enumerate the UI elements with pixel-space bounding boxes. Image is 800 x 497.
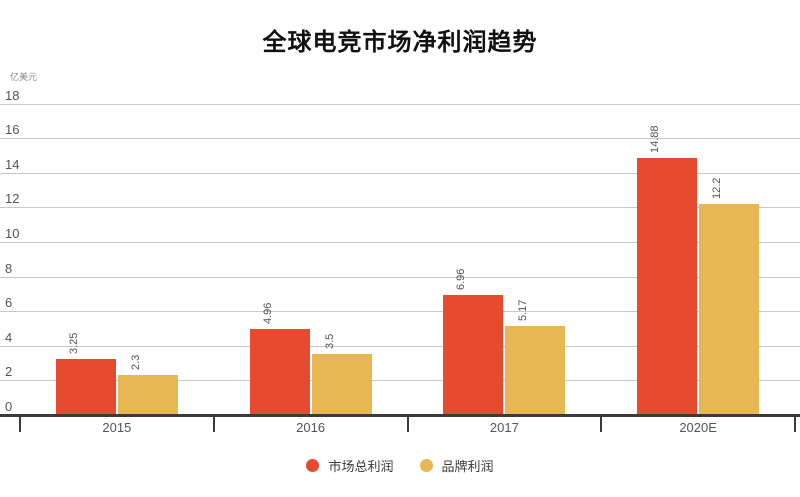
legend-dot-yellow [419,459,433,472]
y-tick-label-4: 4 [5,329,13,345]
y-tick-label-14: 14 [5,156,20,172]
gridline-12 [0,207,800,209]
bar-品牌利润-2020E [699,203,760,415]
gridline-10 [0,242,800,243]
x-axis-tick [212,416,215,432]
legend-label: 市场总利润 [328,459,394,474]
x-axis-tick [406,416,409,432]
bar-市场总利润-2020E [637,157,698,415]
legend-dot-red [306,459,320,472]
y-tick-label-8: 8 [5,260,13,276]
bar-value-label-市场总利润-2017: 6.96 [455,268,468,290]
y-tick-label-0: 0 [5,399,13,414]
gridline-2 [0,380,800,382]
bar-市场总利润-2016 [249,329,310,415]
y-tick-label-2: 2 [5,364,13,380]
x-category-label-2015: 2015 [102,420,132,435]
y-tick-label-12: 12 [5,191,20,207]
bar-品牌利润-2015 [117,375,178,415]
y-tick-label-6: 6 [5,295,13,311]
y-tick-label-18: 18 [5,87,20,103]
bar-value-label-市场总利润-2015: 3.25 [67,332,80,354]
x-axis-tick [600,416,603,432]
gridline-16 [0,138,800,140]
x-category-label-2017: 2017 [489,420,519,435]
chart-title: 全球电竞市场净利润趋势 [262,29,538,56]
x-axis-line [0,414,800,417]
bar-value-label-市场总利润-2016: 4.96 [261,302,274,325]
legend-item-market-total-profit: 市场总利润 [306,456,394,475]
bar-value-label-品牌利润-2017: 5.17 [517,299,530,321]
gridline-14 [0,172,800,174]
bar-value-label-品牌利润-2016: 3.5 [323,334,336,350]
gridline-18 [0,103,800,105]
legend-label: 品牌利润 [441,459,494,474]
x-category-label-2020E: 2020E [679,420,717,435]
x-axis-tick [794,416,796,432]
bar-市场总利润-2017 [443,294,504,415]
bar-品牌利润-2017 [505,325,566,415]
y-axis-unit-label: 亿美元 [10,72,38,82]
legend: 市场总利润 品牌利润 [0,456,800,475]
gridline-8 [0,276,800,278]
bar-市场总利润-2015 [55,358,116,415]
x-axis-tick [19,416,21,432]
gridline-4 [0,345,800,347]
bar-value-label-品牌利润-2015: 2.3 [129,354,142,371]
legend-item-brand-profit: 品牌利润 [419,456,494,475]
y-tick-label-10: 10 [5,226,20,241]
y-tick-label-16: 16 [5,122,20,138]
bar-value-label-市场总利润-2020E: 14.88 [649,125,662,153]
bar-品牌利润-2016 [311,354,372,415]
gridline-6 [0,311,800,313]
x-category-label-2016: 2016 [296,420,326,435]
bar-value-label-品牌利润-2020E: 12.2 [711,177,724,199]
